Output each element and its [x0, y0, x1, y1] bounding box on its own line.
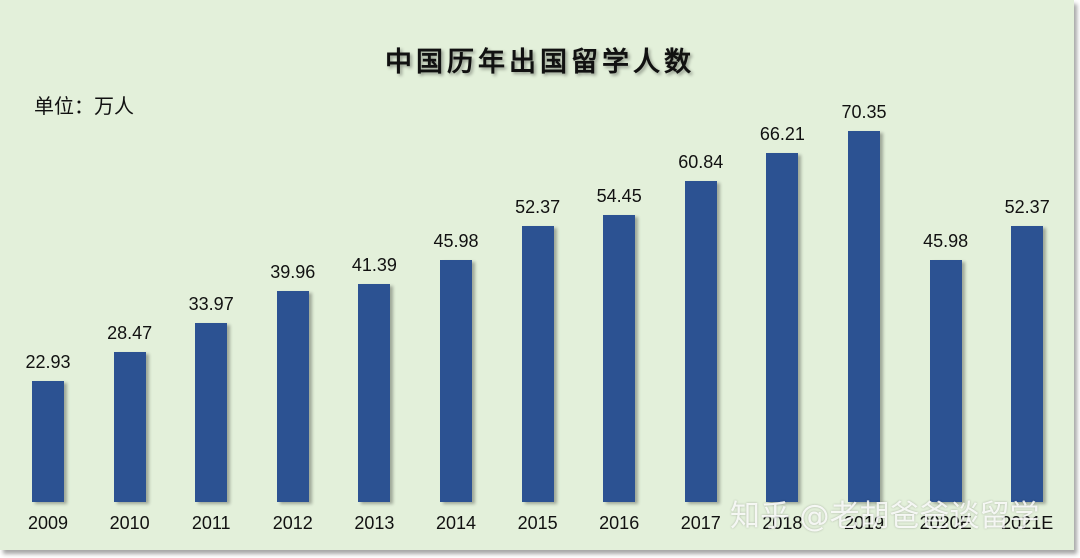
bar-2014: [440, 259, 472, 502]
value-label: 70.35: [841, 102, 887, 123]
x-tick-label: 2014: [435, 513, 477, 533]
value-label: 33.97: [188, 293, 234, 314]
value-label: 39.96: [270, 262, 316, 283]
x-tick-label: 2017: [680, 513, 721, 533]
x-tick-label: 2016: [599, 513, 640, 533]
value-label: 60.84: [678, 152, 724, 173]
x-tick-label: 2012: [272, 513, 313, 533]
bar-2010: [113, 351, 146, 502]
x-tick-label: 2018: [762, 513, 803, 533]
value-label: 66.21: [759, 124, 805, 145]
value-label: 54.45: [596, 186, 642, 207]
x-tick-label: 2013: [354, 513, 395, 533]
unit-label: 单位：万人: [34, 94, 134, 118]
bar-2016: [603, 215, 636, 502]
value-label: 41.39: [351, 254, 397, 275]
value-label: 45.98: [923, 230, 969, 251]
watermark: 知乎 @老胡爸爸谈留学: [730, 499, 1040, 534]
bar-2015: [521, 226, 554, 502]
x-tick-label: 2009: [27, 513, 69, 533]
x-tick-label: 2019: [843, 513, 885, 533]
x-tick-label: 2015: [517, 513, 558, 533]
value-label: 52.37: [1004, 197, 1050, 217]
bar-2017: [684, 181, 717, 502]
chart-title: 中国历年出国留学人数: [385, 47, 695, 78]
value-label: 52.37: [515, 197, 561, 217]
value-label: 28.47: [107, 322, 153, 343]
bar-2013: [358, 283, 391, 502]
bar-2020E: [929, 259, 962, 502]
bar-2011: [195, 322, 228, 502]
bar-2019: [848, 131, 880, 502]
x-tick-label: 2020E: [919, 513, 972, 533]
value-label: 45.98: [433, 230, 479, 251]
x-tick-label: 2011: [191, 513, 231, 533]
value-label: 22.93: [25, 352, 71, 373]
x-tick-label: 2021E: [1001, 513, 1054, 533]
bar-2018: [766, 153, 799, 502]
bar-2012: [276, 291, 309, 502]
x-tick-label: 2010: [109, 513, 150, 533]
bar-2021E: [1011, 226, 1044, 502]
bar-2009: [32, 381, 64, 502]
